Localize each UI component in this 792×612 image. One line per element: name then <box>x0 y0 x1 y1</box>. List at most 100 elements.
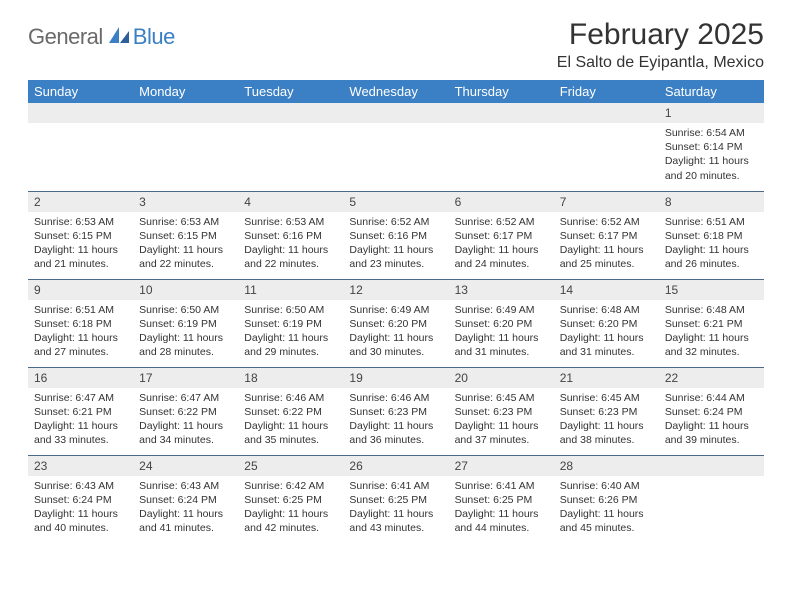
day-details: Sunrise: 6:45 AMSunset: 6:23 PMDaylight:… <box>554 388 659 452</box>
day-header: Monday <box>133 80 238 103</box>
sunset-text: Sunset: 6:20 PM <box>455 317 548 331</box>
daylight-text: Daylight: 11 hours and 33 minutes. <box>34 419 127 447</box>
day-number: 26 <box>343 456 448 476</box>
sunset-text: Sunset: 6:24 PM <box>665 405 758 419</box>
day-details: Sunrise: 6:49 AMSunset: 6:20 PMDaylight:… <box>343 300 448 364</box>
calendar-cell: 11Sunrise: 6:50 AMSunset: 6:19 PMDayligh… <box>238 279 343 367</box>
day-number: 24 <box>133 456 238 476</box>
sunrise-text: Sunrise: 6:41 AM <box>349 479 442 493</box>
sunrise-text: Sunrise: 6:53 AM <box>244 215 337 229</box>
calendar-cell: 28Sunrise: 6:40 AMSunset: 6:26 PMDayligh… <box>554 455 659 543</box>
calendar-cell: 8Sunrise: 6:51 AMSunset: 6:18 PMDaylight… <box>659 191 764 279</box>
sunrise-text: Sunrise: 6:47 AM <box>34 391 127 405</box>
day-number: 25 <box>238 456 343 476</box>
calendar-cell: 4 Sunrise: 6:53 AMSunset: 6:16 PMDaylight… <box>238 191 343 279</box>
daylight-text: Daylight: 11 hours and 21 minutes. <box>34 243 127 271</box>
sunset-text: Sunset: 6:17 PM <box>560 229 653 243</box>
sunrise-text: Sunrise: 6:53 AM <box>34 215 127 229</box>
calendar-cell: 24Sunrise: 6:43 AMSunset: 6:24 PMDayligh… <box>133 455 238 543</box>
daylight-text: Daylight: 11 hours and 28 minutes. <box>139 331 232 359</box>
sunset-text: Sunset: 6:18 PM <box>665 229 758 243</box>
sunrise-text: Sunrise: 6:43 AM <box>139 479 232 493</box>
daylight-text: Daylight: 11 hours and 27 minutes. <box>34 331 127 359</box>
sunrise-text: Sunrise: 6:49 AM <box>349 303 442 317</box>
sunset-text: Sunset: 6:24 PM <box>139 493 232 507</box>
calendar-cell: 20Sunrise: 6:45 AMSunset: 6:23 PMDayligh… <box>449 367 554 455</box>
day-details: Sunrise: 6:51 AMSunset: 6:18 PMDaylight:… <box>659 212 764 276</box>
day-header-row: Sunday Monday Tuesday Wednesday Thursday… <box>28 80 764 103</box>
day-number: 18 <box>238 368 343 388</box>
calendar-cell: 22Sunrise: 6:44 AMSunset: 6:24 PMDayligh… <box>659 367 764 455</box>
day-details: Sunrise: 6:52 AMSunset: 6:17 PMDaylight:… <box>449 212 554 276</box>
sunset-text: Sunset: 6:22 PM <box>139 405 232 419</box>
day-details: Sunrise: 6:52 AMSunset: 6:17 PMDaylight:… <box>554 212 659 276</box>
sunrise-text: Sunrise: 6:41 AM <box>455 479 548 493</box>
calendar-cell: 7Sunrise: 6:52 AMSunset: 6:17 PMDaylight… <box>554 191 659 279</box>
day-details: Sunrise: 6:41 AMSunset: 6:25 PMDaylight:… <box>449 476 554 540</box>
sunrise-text: Sunrise: 6:52 AM <box>455 215 548 229</box>
sunset-text: Sunset: 6:16 PM <box>349 229 442 243</box>
calendar-cell: 25Sunrise: 6:42 AMSunset: 6:25 PMDayligh… <box>238 455 343 543</box>
day-number: 16 <box>28 368 133 388</box>
sunrise-text: Sunrise: 6:46 AM <box>349 391 442 405</box>
sunrise-text: Sunrise: 6:44 AM <box>665 391 758 405</box>
daylight-text: Daylight: 11 hours and 31 minutes. <box>455 331 548 359</box>
calendar-cell <box>659 455 764 543</box>
sunset-text: Sunset: 6:21 PM <box>34 405 127 419</box>
day-number: 20 <box>449 368 554 388</box>
daylight-text: Daylight: 11 hours and 44 minutes. <box>455 507 548 535</box>
calendar-cell: 17Sunrise: 6:47 AMSunset: 6:22 PMDayligh… <box>133 367 238 455</box>
sunset-text: Sunset: 6:26 PM <box>560 493 653 507</box>
calendar-cell: 3Sunrise: 6:53 AMSunset: 6:15 PMDaylight… <box>133 191 238 279</box>
day-number: 27 <box>449 456 554 476</box>
day-number-empty <box>343 103 448 123</box>
day-number: 11 <box>238 280 343 300</box>
day-header: Sunday <box>28 80 133 103</box>
day-number: 9 <box>28 280 133 300</box>
day-details: Sunrise: 6:47 AMSunset: 6:21 PMDaylight:… <box>28 388 133 452</box>
daylight-text: Daylight: 11 hours and 32 minutes. <box>665 331 758 359</box>
day-details: Sunrise: 6:42 AMSunset: 6:25 PMDaylight:… <box>238 476 343 540</box>
calendar-cell: 27Sunrise: 6:41 AMSunset: 6:25 PMDayligh… <box>449 455 554 543</box>
day-number-empty <box>133 103 238 123</box>
calendar-cell: 9Sunrise: 6:51 AMSunset: 6:18 PMDaylight… <box>28 279 133 367</box>
day-details: Sunrise: 6:43 AMSunset: 6:24 PMDaylight:… <box>133 476 238 540</box>
day-details: Sunrise: 6:47 AMSunset: 6:22 PMDaylight:… <box>133 388 238 452</box>
day-details: Sunrise: 6:45 AMSunset: 6:23 PMDaylight:… <box>449 388 554 452</box>
calendar-week-row: 9Sunrise: 6:51 AMSunset: 6:18 PMDaylight… <box>28 279 764 367</box>
logo-text-general: General <box>28 24 103 50</box>
sunset-text: Sunset: 6:16 PM <box>244 229 337 243</box>
calendar-cell: 2Sunrise: 6:53 AMSunset: 6:15 PMDaylight… <box>28 191 133 279</box>
sunset-text: Sunset: 6:17 PM <box>455 229 548 243</box>
day-details: Sunrise: 6:50 AMSunset: 6:19 PMDaylight:… <box>238 300 343 364</box>
day-number: 8 <box>659 192 764 212</box>
sunrise-text: Sunrise: 6:42 AM <box>244 479 337 493</box>
daylight-text: Daylight: 11 hours and 22 minutes. <box>244 243 337 271</box>
sunrise-text: Sunrise: 6:48 AM <box>560 303 653 317</box>
calendar-cell: 13Sunrise: 6:49 AMSunset: 6:20 PMDayligh… <box>449 279 554 367</box>
sunrise-text: Sunrise: 6:40 AM <box>560 479 653 493</box>
day-number: 3 <box>133 192 238 212</box>
daylight-text: Daylight: 11 hours and 23 minutes. <box>349 243 442 271</box>
logo-text-blue: Blue <box>133 24 175 50</box>
sunrise-text: Sunrise: 6:50 AM <box>244 303 337 317</box>
day-number-empty <box>238 103 343 123</box>
sunrise-text: Sunrise: 6:47 AM <box>139 391 232 405</box>
calendar-cell: 26Sunrise: 6:41 AMSunset: 6:25 PMDayligh… <box>343 455 448 543</box>
sunrise-text: Sunrise: 6:46 AM <box>244 391 337 405</box>
location: El Salto de Eyipantla, Mexico <box>557 54 764 72</box>
calendar-cell: 21Sunrise: 6:45 AMSunset: 6:23 PMDayligh… <box>554 367 659 455</box>
sunrise-text: Sunrise: 6:49 AM <box>455 303 548 317</box>
daylight-text: Daylight: 11 hours and 36 minutes. <box>349 419 442 447</box>
calendar-cell: 16Sunrise: 6:47 AMSunset: 6:21 PMDayligh… <box>28 367 133 455</box>
day-number: 4 <box>238 192 343 212</box>
calendar-cell: 18Sunrise: 6:46 AMSunset: 6:22 PMDayligh… <box>238 367 343 455</box>
day-details: Sunrise: 6:51 AMSunset: 6:18 PMDaylight:… <box>28 300 133 364</box>
day-header: Friday <box>554 80 659 103</box>
day-number-empty <box>659 456 764 476</box>
day-details: Sunrise: 6:43 AMSunset: 6:24 PMDaylight:… <box>28 476 133 540</box>
calendar-cell <box>28 103 133 191</box>
day-number: 17 <box>133 368 238 388</box>
day-details: Sunrise: 6:44 AMSunset: 6:24 PMDaylight:… <box>659 388 764 452</box>
logo: General Blue <box>28 24 175 50</box>
